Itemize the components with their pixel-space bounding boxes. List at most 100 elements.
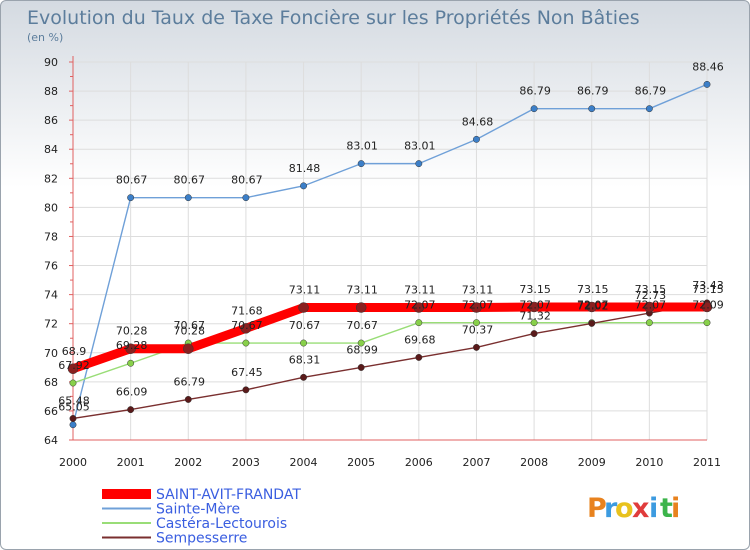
y-tick-label: 70 <box>44 347 58 360</box>
data-point-SAINT-AVIT-FRANDAT-2000 <box>67 363 79 375</box>
legend-label-Sempesserre: Sempesserre <box>156 531 247 547</box>
logo-letter: o <box>615 493 634 524</box>
y-tick-label: 74 <box>44 289 58 302</box>
x-tick-label: 2002 <box>174 456 202 469</box>
logo-letter: i <box>671 493 680 524</box>
legend-label-Sainte-Mère: Sainte-Mère <box>156 502 240 518</box>
logo-letter: i <box>649 493 658 524</box>
data-point-Sempesserre-2003 <box>242 386 250 394</box>
data-point-Sempesserre-2007 <box>473 343 480 351</box>
axes: 64 66 68 70 72 74 76 78 80 82 84 86 88 90 2000 2001 2002… <box>44 56 721 469</box>
logo-letter: P <box>587 493 607 524</box>
data-label-Sainte-Mère-2011: 88.46 <box>692 60 724 73</box>
data-point-Castéra-Lectourois-2001 <box>127 359 135 367</box>
data-label-Sempesserre-2007: 70.37 <box>462 323 494 336</box>
data-point-SAINT-AVIT-FRANDAT-2007 <box>471 302 482 313</box>
data-point-Sempesserre-2000 <box>69 415 77 422</box>
x-tick-label: 2009 <box>578 456 606 469</box>
data-label-Castéra-Lectourois-2002: 70.67 <box>174 319 206 332</box>
data-label-SAINT-AVIT-FRANDAT-2008: 73.15 <box>519 283 551 296</box>
x-tick-label: 2006 <box>405 456 433 469</box>
data-label-Sempesserre-2010: 72.73 <box>635 289 667 302</box>
y-tick-label: 88 <box>44 85 58 98</box>
y-tick-label: 90 <box>44 56 58 69</box>
data-point-SAINT-AVIT-FRANDAT-2002 <box>183 343 194 354</box>
y-tick-label: 72 <box>44 318 58 331</box>
data-label-Castéra-Lectourois-2011: 72.09 <box>692 299 724 312</box>
legend-label-SAINT-AVIT-FRANDAT: SAINT-AVIT-FRANDAT <box>156 487 301 503</box>
y-tick-label: 68 <box>44 376 58 389</box>
y-tick-label: 64 <box>44 434 58 447</box>
data-point-Sainte-Mère-2003 <box>242 194 250 202</box>
data-point-Sempesserre-2002 <box>184 395 192 403</box>
data-label-Sempesserre-2009: 72.02 <box>577 299 609 312</box>
data-point-Sempesserre-2001 <box>127 406 135 414</box>
data-label-Sainte-Mère-2002: 80.67 <box>174 174 206 187</box>
x-tick-label: 2008 <box>520 456 548 469</box>
data-label-Castéra-Lectourois-2006: 72.07 <box>404 299 436 312</box>
data-label-Sempesserre-2000: 65.48 <box>58 394 90 407</box>
data-label-Sainte-Mère-2003: 80.67 <box>231 174 263 187</box>
data-label-SAINT-AVIT-FRANDAT-2003: 71.68 <box>231 304 263 317</box>
x-tick-label: 2003 <box>232 456 260 469</box>
y-tick-label: 82 <box>44 172 58 185</box>
data-point-SAINT-AVIT-FRANDAT-2011 <box>701 301 713 313</box>
data-label-SAINT-AVIT-FRANDAT-2011: 73.15 <box>692 283 724 296</box>
data-label-Castéra-Lectourois-2007: 72.07 <box>462 299 494 312</box>
data-point-Sainte-Mère-2010 <box>645 105 653 113</box>
data-point-Sempesserre-2004 <box>300 373 307 381</box>
y-tick-label: 86 <box>44 114 58 127</box>
data-point-SAINT-AVIT-FRANDAT-2005 <box>355 302 367 313</box>
x-tick-label: 2007 <box>462 456 490 469</box>
data-point-SAINT-AVIT-FRANDAT-2004 <box>298 302 309 313</box>
data-point-SAINT-AVIT-FRANDAT-2006 <box>413 302 425 313</box>
data-point-Sainte-Mère-2005 <box>357 160 365 168</box>
data-label-Sempesserre-2005: 68.99 <box>346 343 378 356</box>
x-tick-label: 2005 <box>347 456 375 469</box>
x-tick-label: 2004 <box>290 456 318 469</box>
data-point-Castéra-Lectourois-2004 <box>300 339 307 347</box>
series-line-SAINT-AVIT-FRANDAT <box>71 302 707 374</box>
data-label-SAINT-AVIT-FRANDAT-2009: 73.15 <box>577 283 609 296</box>
data-label-Sempesserre-2011: 73.43 <box>692 279 724 292</box>
data-point-Sainte-Mère-2004 <box>300 182 307 190</box>
data-label-Castéra-Lectourois-2003: 70.67 <box>231 319 263 332</box>
data-label-Sainte-Mère-2007: 84.68 <box>462 115 494 128</box>
data-point-Sainte-Mère-2001 <box>127 194 135 202</box>
data-point-Sainte-Mère-2008 <box>530 105 538 113</box>
data-label-SAINT-AVIT-FRANDAT-2005: 73.11 <box>346 284 378 297</box>
data-label-Castéra-Lectourois-2000: 67.92 <box>58 359 90 372</box>
y-tick-label: 78 <box>44 230 58 243</box>
x-tick-label: 2010 <box>635 456 663 469</box>
data-point-Sempesserre-2008 <box>530 330 538 338</box>
series-layer: 68.9 70.28 70.28 71.68 73.11 73.11 73.11 73.11 7… <box>58 60 724 429</box>
data-label-SAINT-AVIT-FRANDAT-2007: 73.11 <box>462 284 494 297</box>
data-label-Sainte-Mère-2009: 86.79 <box>577 85 609 98</box>
data-point-Sainte-Mère-2007 <box>473 135 480 143</box>
data-label-Sempesserre-2004: 68.31 <box>289 353 321 366</box>
data-label-Sainte-Mère-2010: 86.79 <box>635 85 667 98</box>
data-point-SAINT-AVIT-FRANDAT-2003 <box>240 323 252 334</box>
x-tick-label: 2000 <box>59 456 87 469</box>
y-tick-label: 80 <box>44 201 58 214</box>
data-label-Castéra-Lectourois-2001: 69.28 <box>116 339 148 352</box>
data-label-Castéra-Lectourois-2009: 72.07 <box>577 299 609 312</box>
data-point-Castéra-Lectourois-2007 <box>473 319 480 327</box>
data-point-Castéra-Lectourois-2008 <box>530 319 538 327</box>
data-label-Sainte-Mère-2008: 86.79 <box>519 85 551 98</box>
data-point-Sempesserre-2009 <box>588 319 596 327</box>
data-label-SAINT-AVIT-FRANDAT-2002: 70.28 <box>174 325 206 338</box>
data-point-Sainte-Mère-2002 <box>184 194 192 202</box>
data-label-Sainte-Mère-2006: 83.01 <box>404 140 436 153</box>
chart-subtitle: (en %) <box>27 31 63 44</box>
y-tick-label: 76 <box>44 260 58 273</box>
data-point-SAINT-AVIT-FRANDAT-2009 <box>586 301 597 313</box>
legend: SAINT-AVIT-FRANDATSainte-MèreCastéra-Lec… <box>102 487 301 547</box>
chart-title: Evolution du Taux de Taxe Foncière sur l… <box>27 7 640 29</box>
data-label-Sainte-Mère-2001: 80.67 <box>116 174 148 187</box>
logo-letter: r <box>604 493 618 524</box>
data-label-Sempesserre-2006: 69.68 <box>404 333 436 346</box>
data-label-SAINT-AVIT-FRANDAT-2006: 73.11 <box>404 284 436 297</box>
